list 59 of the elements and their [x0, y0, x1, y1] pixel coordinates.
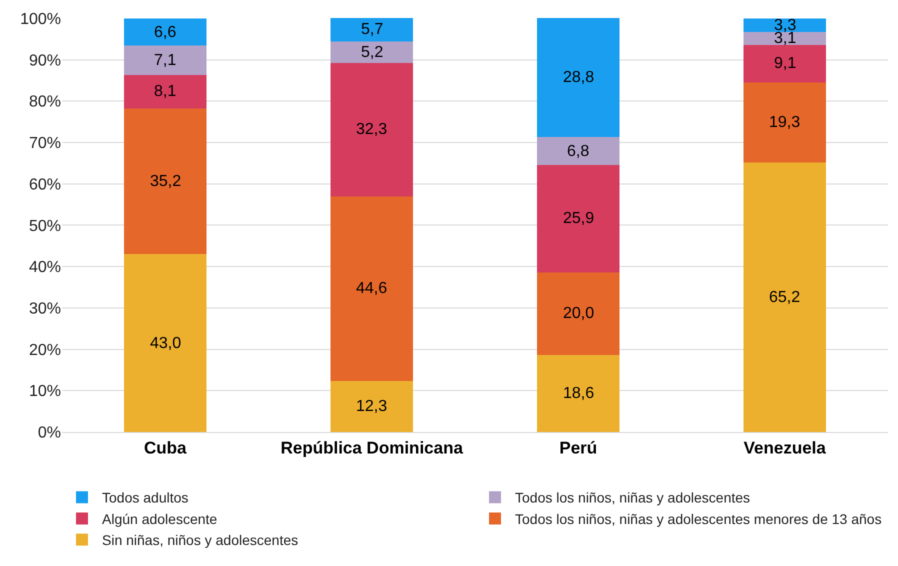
data-label: 20,0	[563, 305, 594, 322]
y-tick-label: 30%	[28, 300, 61, 318]
bar	[743, 44, 826, 83]
x-tick-label: República Dominicana	[280, 438, 464, 458]
bar	[124, 46, 207, 76]
bar	[536, 355, 620, 432]
bar	[743, 18, 826, 32]
data-label: 19,3	[769, 114, 800, 131]
bar	[330, 196, 414, 382]
bar	[124, 108, 207, 254]
y-tick-label: 90%	[28, 52, 61, 70]
bar	[330, 18, 414, 42]
bar	[536, 165, 620, 272]
bar	[536, 18, 620, 138]
y-tick-label: 50%	[28, 218, 61, 235]
data-label: 18,6	[563, 385, 594, 402]
bar	[124, 18, 207, 46]
legend-label: Todos adultos	[102, 490, 188, 506]
bar	[743, 82, 826, 162]
data-label: 7,1	[154, 52, 176, 69]
data-label: 6,8	[567, 143, 590, 160]
x-tick-label: Venezuela	[744, 438, 826, 458]
data-label: 6,6	[154, 24, 176, 41]
data-label: 3,1	[774, 30, 796, 47]
data-label: 35,2	[150, 173, 182, 190]
data-label: 12,3	[356, 398, 388, 415]
legend-label: Todos los niños, niñas y adolescentes	[515, 490, 750, 506]
bar	[124, 75, 207, 109]
x-tick-label: Perú	[559, 438, 598, 458]
y-tick-label: 0%	[38, 424, 61, 442]
bar	[536, 272, 620, 356]
data-label: 25,9	[563, 210, 594, 227]
data-label: 65,2	[769, 289, 800, 306]
bar	[330, 63, 414, 197]
bar	[124, 254, 207, 432]
data-label: 43,0	[150, 335, 182, 352]
bar	[743, 162, 826, 432]
bar	[330, 42, 414, 64]
y-tick-label: 60%	[28, 176, 61, 194]
data-label: 9,1	[774, 55, 796, 72]
data-label: 44,6	[356, 280, 388, 297]
bar	[330, 381, 414, 432]
y-tick-label: 10%	[28, 383, 61, 400]
data-label: 32,3	[356, 121, 388, 138]
data-label: 5,2	[361, 44, 384, 61]
y-tick-label: 100%	[20, 11, 61, 28]
y-tick-label: 20%	[28, 342, 61, 359]
legend-label: Sin niñas, niños y adolescentes	[102, 532, 298, 548]
data-label: 8,1	[154, 83, 176, 100]
y-tick-label: 40%	[28, 259, 61, 276]
data-label: 5,7	[361, 21, 384, 38]
data-label: 28,8	[563, 69, 594, 86]
y-tick-label: 70%	[28, 135, 61, 152]
legend-label: Algún adolescente	[102, 510, 218, 527]
legend-label: Todos los niños, niñas y adolescentes menores de 13 años	[515, 510, 882, 527]
bar	[536, 137, 620, 166]
x-tick-label: Cuba	[144, 438, 188, 458]
y-tick-label: 80%	[28, 94, 61, 111]
bar	[743, 32, 826, 45]
